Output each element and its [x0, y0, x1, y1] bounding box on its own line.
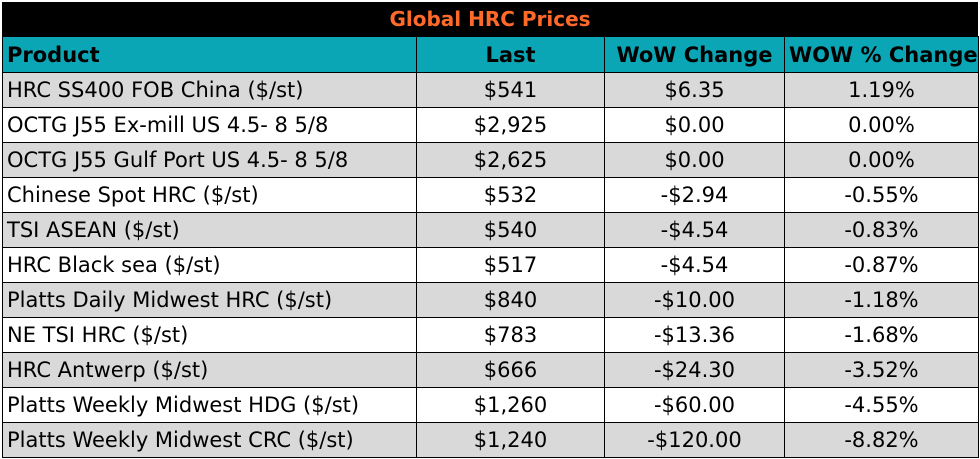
table-row: Platts Weekly Midwest HDG ($/st) $1,260 -$…	[2, 387, 979, 423]
last-price-cell: $840	[416, 282, 605, 318]
product-cell: Chinese Spot HRC ($/st)	[2, 177, 417, 213]
last-price-cell: $2,625	[416, 142, 605, 178]
wow-change-cell: -$13.36	[604, 317, 785, 353]
wow-change-cell: -$120.00	[604, 422, 785, 458]
column-header-wow-pct-change: WOW % Change	[784, 36, 979, 73]
product-cell: OCTG J55 Gulf Port US 4.5- 8 5/8	[2, 142, 417, 178]
wow-change-cell: -$2.94	[604, 177, 785, 213]
wow-change-cell: $0.00	[604, 142, 785, 178]
wow-pct-change-cell: -0.87%	[784, 247, 979, 283]
product-cell: Platts Daily Midwest HRC ($/st)	[2, 282, 417, 318]
wow-pct-change-cell: 1.19%	[784, 72, 979, 108]
wow-pct-change-cell: -0.83%	[784, 212, 979, 248]
wow-pct-change-cell: -0.55%	[784, 177, 979, 213]
table-row: HRC Black sea ($/st) $517 -$4.54 -0.87%	[2, 247, 979, 283]
table-row: HRC Antwerp ($/st) $666 -$24.30 -3.52%	[2, 352, 979, 388]
product-cell: HRC Antwerp ($/st)	[2, 352, 417, 388]
table-row: OCTG J55 Gulf Port US 4.5- 8 5/8 $2,625 $0…	[2, 142, 979, 178]
product-cell: Platts Weekly Midwest HDG ($/st)	[2, 387, 417, 423]
last-price-cell: $1,240	[416, 422, 605, 458]
header-row: Product Last WoW Change WOW % Change	[2, 36, 979, 73]
table-row: TSI ASEAN ($/st) $540 -$4.54 -0.83%	[2, 212, 979, 248]
wow-pct-change-cell: -4.55%	[784, 387, 979, 423]
wow-pct-change-cell: -1.18%	[784, 282, 979, 318]
last-price-cell: $666	[416, 352, 605, 388]
last-price-cell: $1,260	[416, 387, 605, 423]
table-row: Platts Weekly Midwest CRC ($/st) $1,240 -$…	[2, 422, 979, 458]
wow-pct-change-cell: -8.82%	[784, 422, 979, 458]
wow-pct-change-cell: 0.00%	[784, 142, 979, 178]
wow-pct-change-cell: 0.00%	[784, 107, 979, 143]
wow-change-cell: -$10.00	[604, 282, 785, 318]
wow-change-cell: -$60.00	[604, 387, 785, 423]
column-header-product: Product	[2, 36, 417, 73]
last-price-cell: $532	[416, 177, 605, 213]
product-cell: Platts Weekly Midwest CRC ($/st)	[2, 422, 417, 458]
last-price-cell: $540	[416, 212, 605, 248]
wow-change-cell: $0.00	[604, 107, 785, 143]
last-price-cell: $783	[416, 317, 605, 353]
last-price-cell: $541	[416, 72, 605, 108]
table-row: OCTG J55 Ex-mill US 4.5- 8 5/8 $2,925 $0.0…	[2, 107, 979, 143]
wow-change-cell: -$4.54	[604, 247, 785, 283]
column-header-last: Last	[416, 36, 605, 73]
wow-change-cell: -$4.54	[604, 212, 785, 248]
column-header-wow-change: WoW Change	[604, 36, 785, 73]
wow-change-cell: $6.35	[604, 72, 785, 108]
product-cell: TSI ASEAN ($/st)	[2, 212, 417, 248]
wow-pct-change-cell: -3.52%	[784, 352, 979, 388]
wow-change-cell: -$24.30	[604, 352, 785, 388]
price-table: Product Last WoW Change WOW % Change HRC…	[2, 36, 979, 458]
wow-pct-change-cell: -1.68%	[784, 317, 979, 353]
table-row: Chinese Spot HRC ($/st) $532 -$2.94 -0.55%	[2, 177, 979, 213]
table-row: HRC SS400 FOB China ($/st) $541 $6.35 1.19%	[2, 72, 979, 108]
table-title: Global HRC Prices	[2, 2, 978, 36]
table-row: NE TSI HRC ($/st) $783 -$13.36 -1.68%	[2, 317, 979, 353]
product-cell: OCTG J55 Ex-mill US 4.5- 8 5/8	[2, 107, 417, 143]
last-price-cell: $517	[416, 247, 605, 283]
last-price-cell: $2,925	[416, 107, 605, 143]
product-cell: HRC Black sea ($/st)	[2, 247, 417, 283]
product-cell: HRC SS400 FOB China ($/st)	[2, 72, 417, 108]
table-row: Platts Daily Midwest HRC ($/st) $840 -$10.…	[2, 282, 979, 318]
product-cell: NE TSI HRC ($/st)	[2, 317, 417, 353]
